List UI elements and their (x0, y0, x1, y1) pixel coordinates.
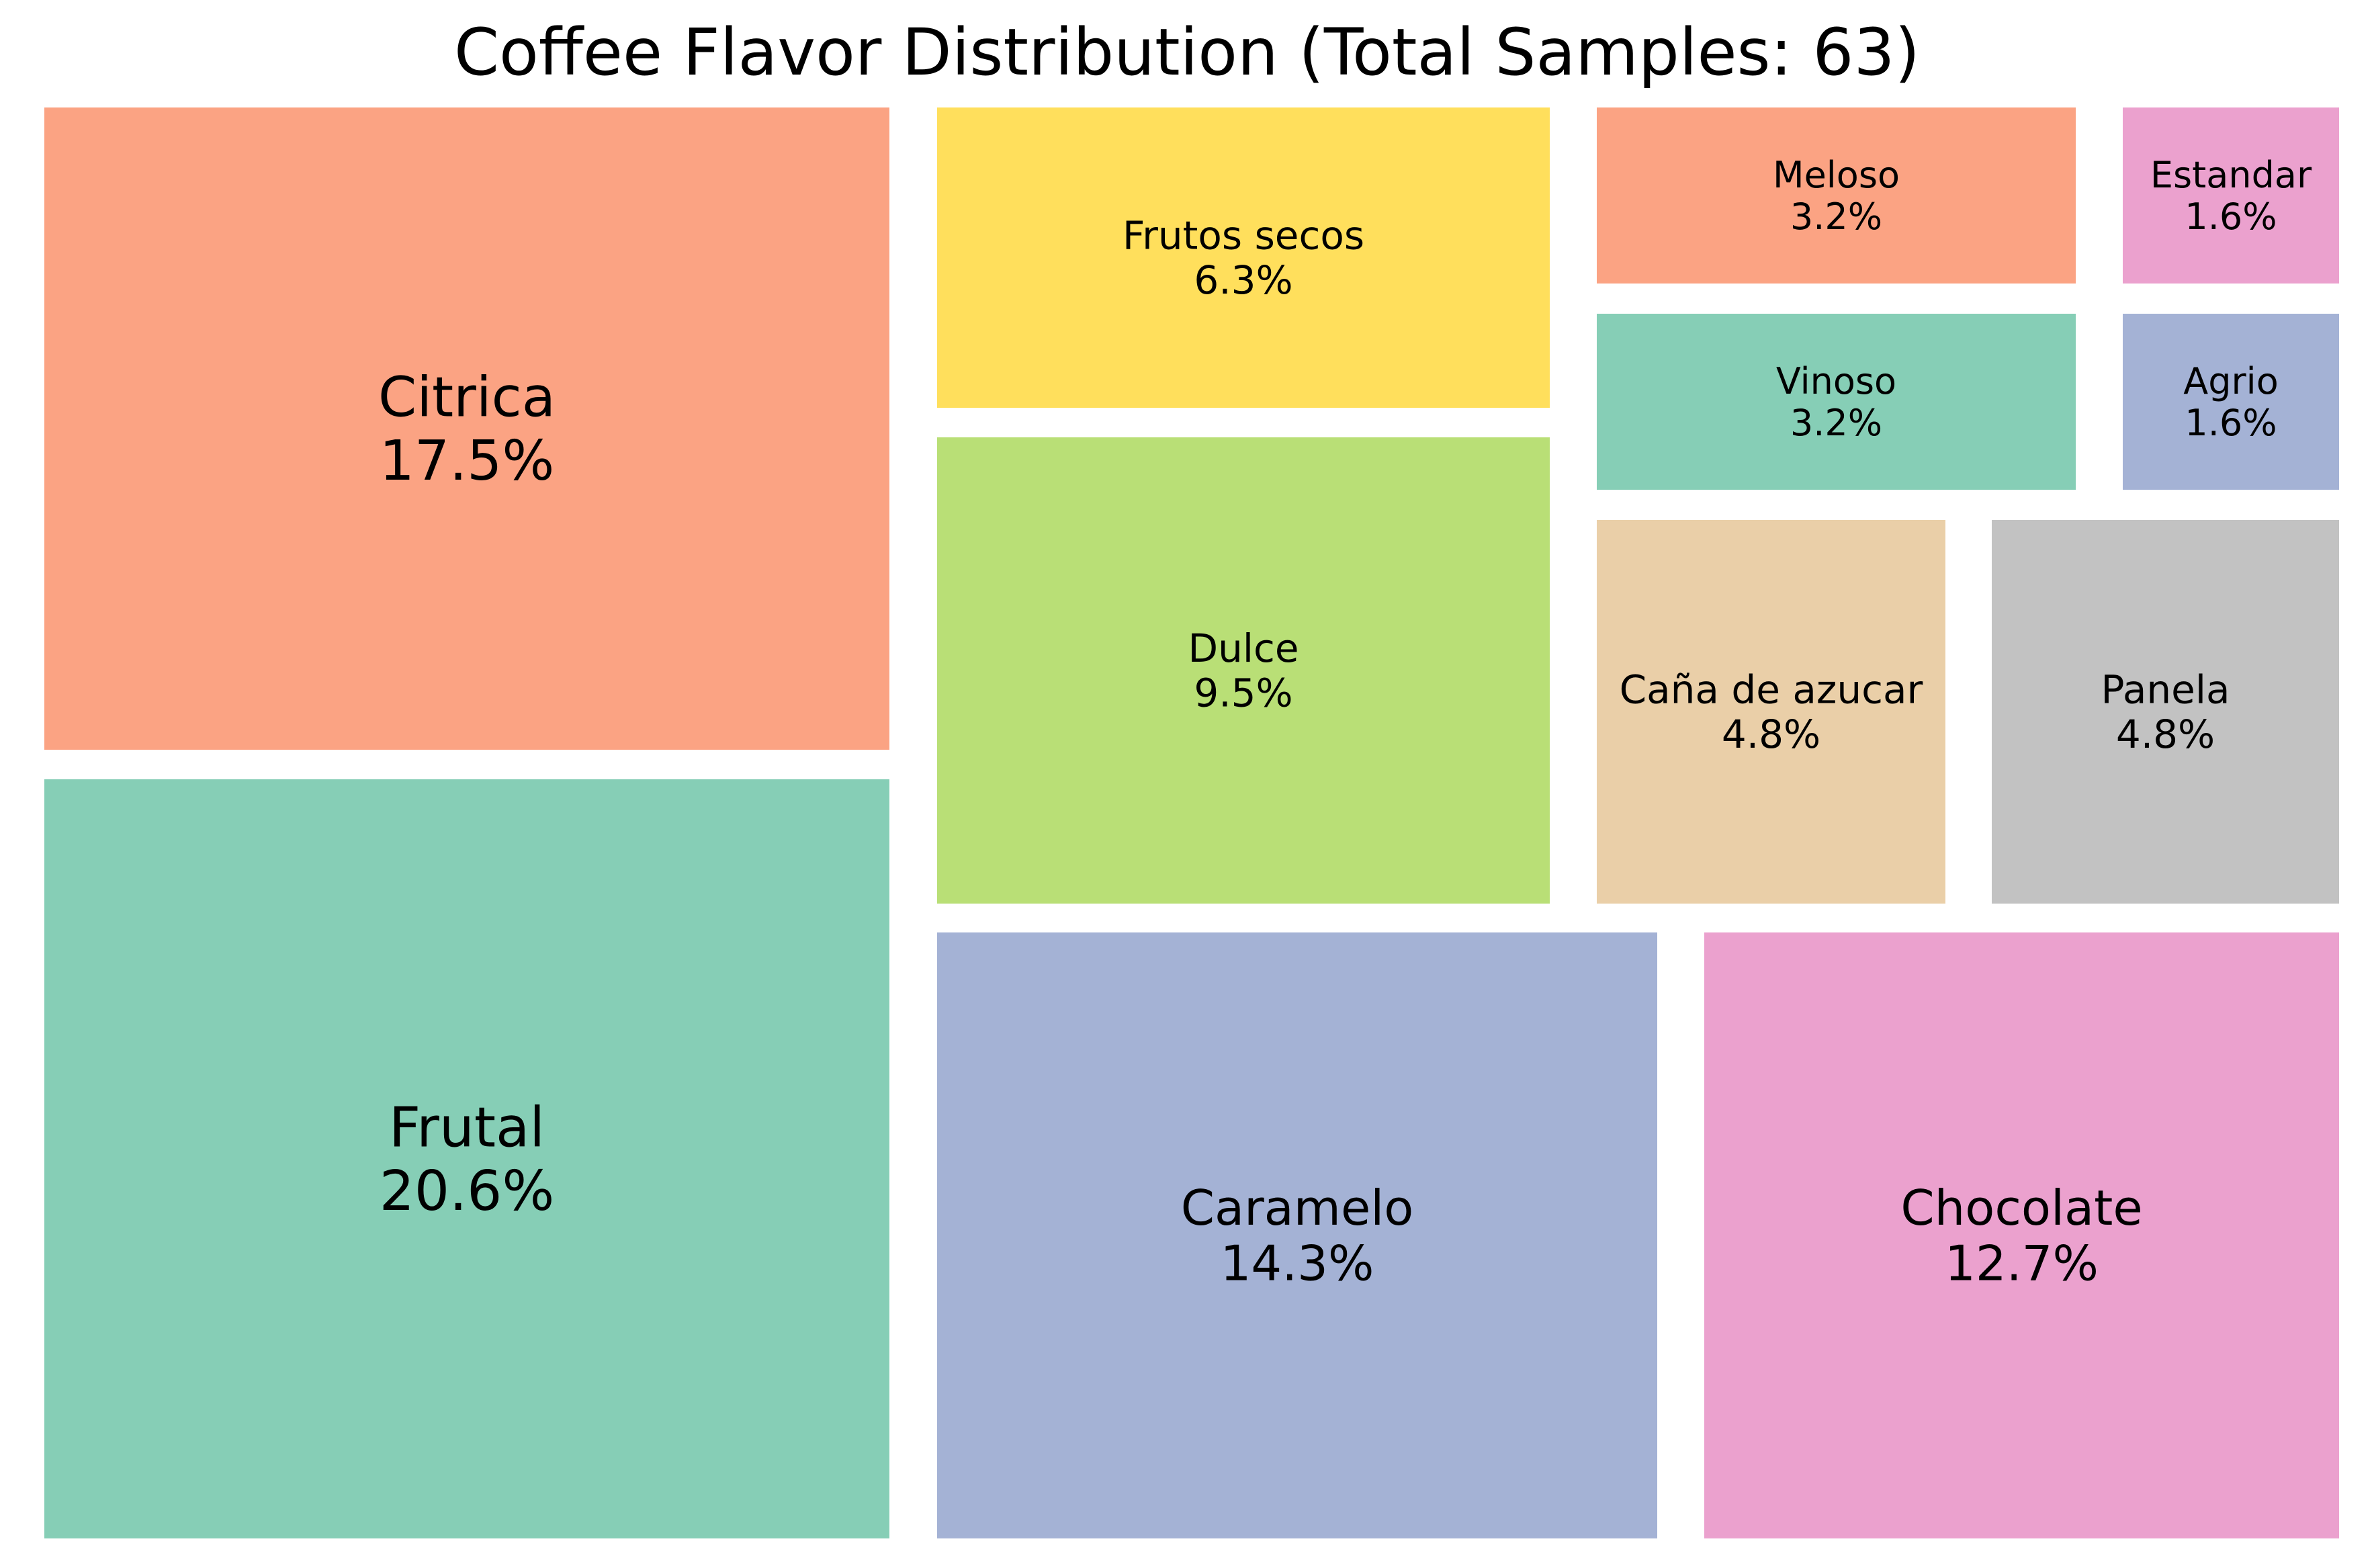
tile-chocolate (1704, 932, 2339, 1538)
tile-percent-frutal: 20.6% (380, 1160, 555, 1223)
tile-percent-vinoso: 3.2% (1790, 402, 1882, 444)
tile-percent-chocolate: 12.7% (1945, 1235, 2099, 1292)
tile-percent-estandar: 1.6% (2185, 195, 2277, 238)
tile-label-dulce: Dulce (1188, 625, 1299, 671)
tile-label-agrio: Agrio (2183, 360, 2278, 402)
tile-dulce (937, 437, 1550, 904)
tile-agrio (2123, 314, 2339, 490)
tile-label-frutos-secos: Frutos secos (1123, 212, 1364, 258)
tile-ca-a-de-azucar (1597, 520, 1945, 904)
tile-label-meloso: Meloso (1773, 154, 1900, 196)
tile-percent-agrio: 1.6% (2185, 402, 2277, 444)
chart-title: Coffee Flavor Distribution (Total Sample… (454, 15, 1920, 90)
tile-label-caramelo: Caramelo (1181, 1180, 1414, 1236)
tile-percent-frutos-secos: 6.3% (1194, 257, 1292, 303)
tile-citrica (44, 107, 889, 750)
tile-panela (1992, 520, 2339, 904)
tile-percent-ca-a-de-azucar: 4.8% (1722, 711, 1820, 757)
tile-label-frutal: Frutal (389, 1096, 545, 1160)
tile-label-ca-a-de-azucar: Caña de azucar (1620, 666, 1923, 712)
tile-label-estandar: Estandar (2150, 154, 2312, 196)
tile-label-citrica: Citrica (378, 366, 556, 430)
tile-frutos-secos (937, 107, 1550, 408)
tile-frutal (44, 779, 889, 1538)
tile-meloso (1597, 107, 2076, 284)
tile-percent-caramelo: 14.3% (1221, 1235, 1374, 1292)
tile-vinoso (1597, 314, 2076, 490)
tile-label-vinoso: Vinoso (1776, 360, 1896, 402)
tile-percent-meloso: 3.2% (1790, 195, 1882, 238)
tile-label-panela: Panela (2101, 666, 2230, 712)
tile-estandar (2123, 107, 2339, 284)
tile-percent-dulce: 9.5% (1194, 670, 1292, 716)
tile-percent-citrica: 17.5% (380, 429, 555, 493)
tile-caramelo (937, 932, 1657, 1538)
tile-label-chocolate: Chocolate (1900, 1180, 2142, 1236)
tile-percent-panela: 4.8% (2116, 711, 2215, 757)
